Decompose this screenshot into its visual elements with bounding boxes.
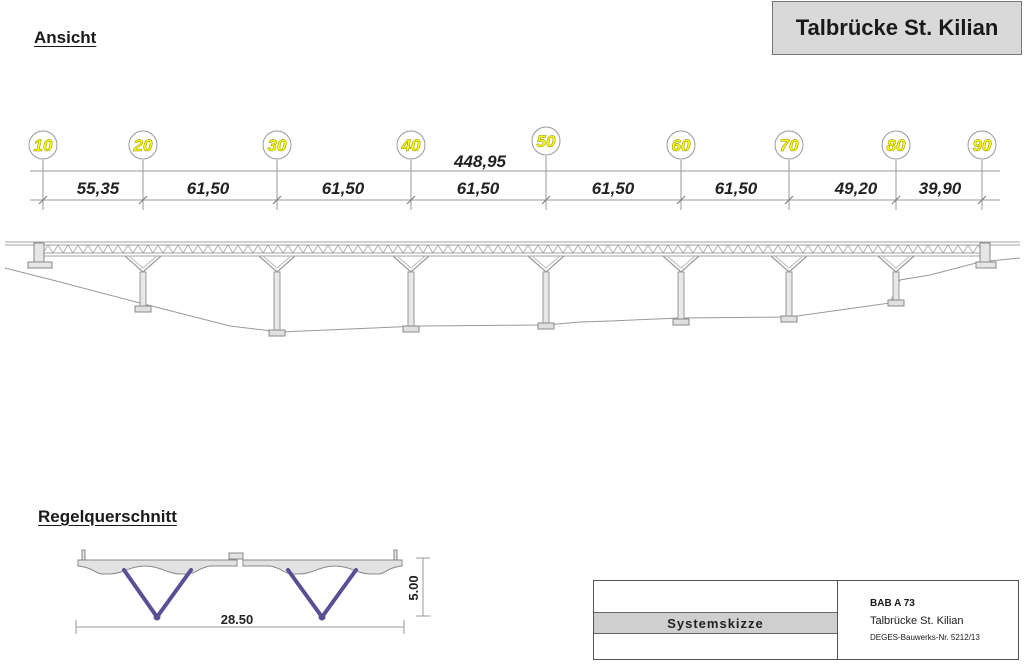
pier — [877, 255, 915, 307]
title-block-divider — [837, 581, 838, 659]
axis-label: 10 — [34, 136, 53, 155]
axis-marker: 50 — [531, 126, 561, 210]
span-length-label: 39,90 — [919, 179, 962, 198]
title-block-number: DEGES-Bauwerks-Nr. 5212/13 — [870, 633, 980, 642]
cross-section-height-label: 5.00 — [406, 575, 421, 600]
span-length-label: 61,50 — [592, 179, 635, 198]
axis-marker: 40 — [396, 130, 426, 210]
title-block-road: BAB A 73 — [870, 598, 915, 609]
title-block-label-bar: Systemskizze — [594, 612, 837, 634]
axis-marker: 90 — [967, 130, 997, 210]
title-box: Talbrücke St. Kilian — [772, 1, 1022, 55]
axis-marker: 80 — [881, 130, 911, 210]
span-length-label: 61,50 — [715, 179, 758, 198]
axis-label: 50 — [537, 132, 556, 151]
axis-marker: 60 — [666, 130, 696, 210]
abutment-left — [27, 242, 53, 269]
axis-marker: 20 — [128, 130, 158, 210]
total-length-label: 448,95 — [453, 152, 507, 171]
axis-label: 30 — [268, 136, 287, 155]
axis-marker: 30 — [262, 130, 292, 210]
deck-girder — [5, 241, 1020, 257]
truss-web — [37, 244, 989, 254]
title-block: Systemskizze BAB A 73 Talbrücke St. Kili… — [593, 580, 1019, 660]
cross-section-width-label: 28.50 — [221, 612, 254, 627]
terrain-line — [4, 257, 1021, 333]
span-length-label: 49,20 — [834, 179, 878, 198]
span-layer: 55,35 61,50 61,50 61,50 61,50 61,50 49,20 39,90 — [77, 179, 962, 198]
drawing-title: Talbrücke St. Kilian — [795, 15, 999, 40]
pier — [392, 255, 430, 333]
span-length-label: 55,35 — [77, 179, 120, 198]
axis-label: 70 — [780, 136, 799, 155]
span-length-label: 61,50 — [322, 179, 365, 198]
pier — [662, 255, 700, 326]
axis-label: 60 — [672, 136, 691, 155]
axis-label: 80 — [887, 136, 906, 155]
pier — [770, 255, 808, 323]
title-block-label: Systemskizze — [667, 615, 764, 631]
pier — [124, 255, 162, 313]
abutment-right — [975, 242, 997, 269]
dimension-lines — [30, 170, 1000, 201]
span-length-label: 61,50 — [457, 179, 500, 198]
axis-label: 20 — [133, 136, 153, 155]
pier — [258, 255, 296, 337]
axis-label: 40 — [401, 136, 421, 155]
heading-ansicht: Ansicht — [34, 28, 97, 47]
heading-regelquerschnitt: Regelquerschnitt — [38, 507, 177, 526]
title-block-structure: Talbrücke St. Kilian — [870, 615, 964, 627]
span-length-label: 61,50 — [187, 179, 230, 198]
axis-marker: 10 — [28, 130, 58, 210]
axis-marker: 70 — [774, 130, 804, 210]
pier-layer — [124, 255, 915, 337]
pier — [527, 255, 565, 330]
axis-label: 90 — [973, 136, 992, 155]
axis-layer: 10 20 30 40 50 60 70 80 90 — [28, 126, 997, 210]
cross-section: 28.50 5.00 — [75, 549, 430, 634]
